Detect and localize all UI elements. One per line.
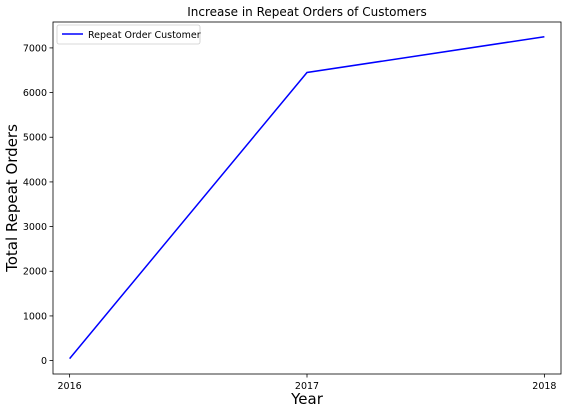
y-tick-label: 7000: [23, 43, 47, 54]
series-layer: [70, 37, 545, 359]
y-tick-label: 6000: [23, 88, 47, 99]
x-axis-label: Year: [290, 390, 324, 408]
y-tick-label: 3000: [23, 222, 47, 233]
y-axis-label: Total Repeat Orders: [3, 124, 21, 273]
chart-title: Increase in Repeat Orders of Customers: [187, 5, 427, 19]
legend-label: Repeat Order Customer: [88, 30, 201, 41]
y-tick-label: 5000: [23, 133, 47, 144]
x-tick-label: 2018: [532, 381, 556, 392]
plot-frame: [53, 22, 561, 374]
x-tick-label: 2016: [58, 381, 82, 392]
legend: Repeat Order Customer: [57, 25, 201, 44]
y-tick-label: 0: [41, 356, 47, 367]
y-tick-label: 1000: [23, 311, 47, 322]
y-axis: 0 1000 2000 3000 4000 5000 6000 7000: [23, 43, 53, 367]
y-tick-label: 2000: [23, 267, 47, 278]
y-tick-label: 4000: [23, 177, 47, 188]
series-line: [70, 37, 545, 359]
